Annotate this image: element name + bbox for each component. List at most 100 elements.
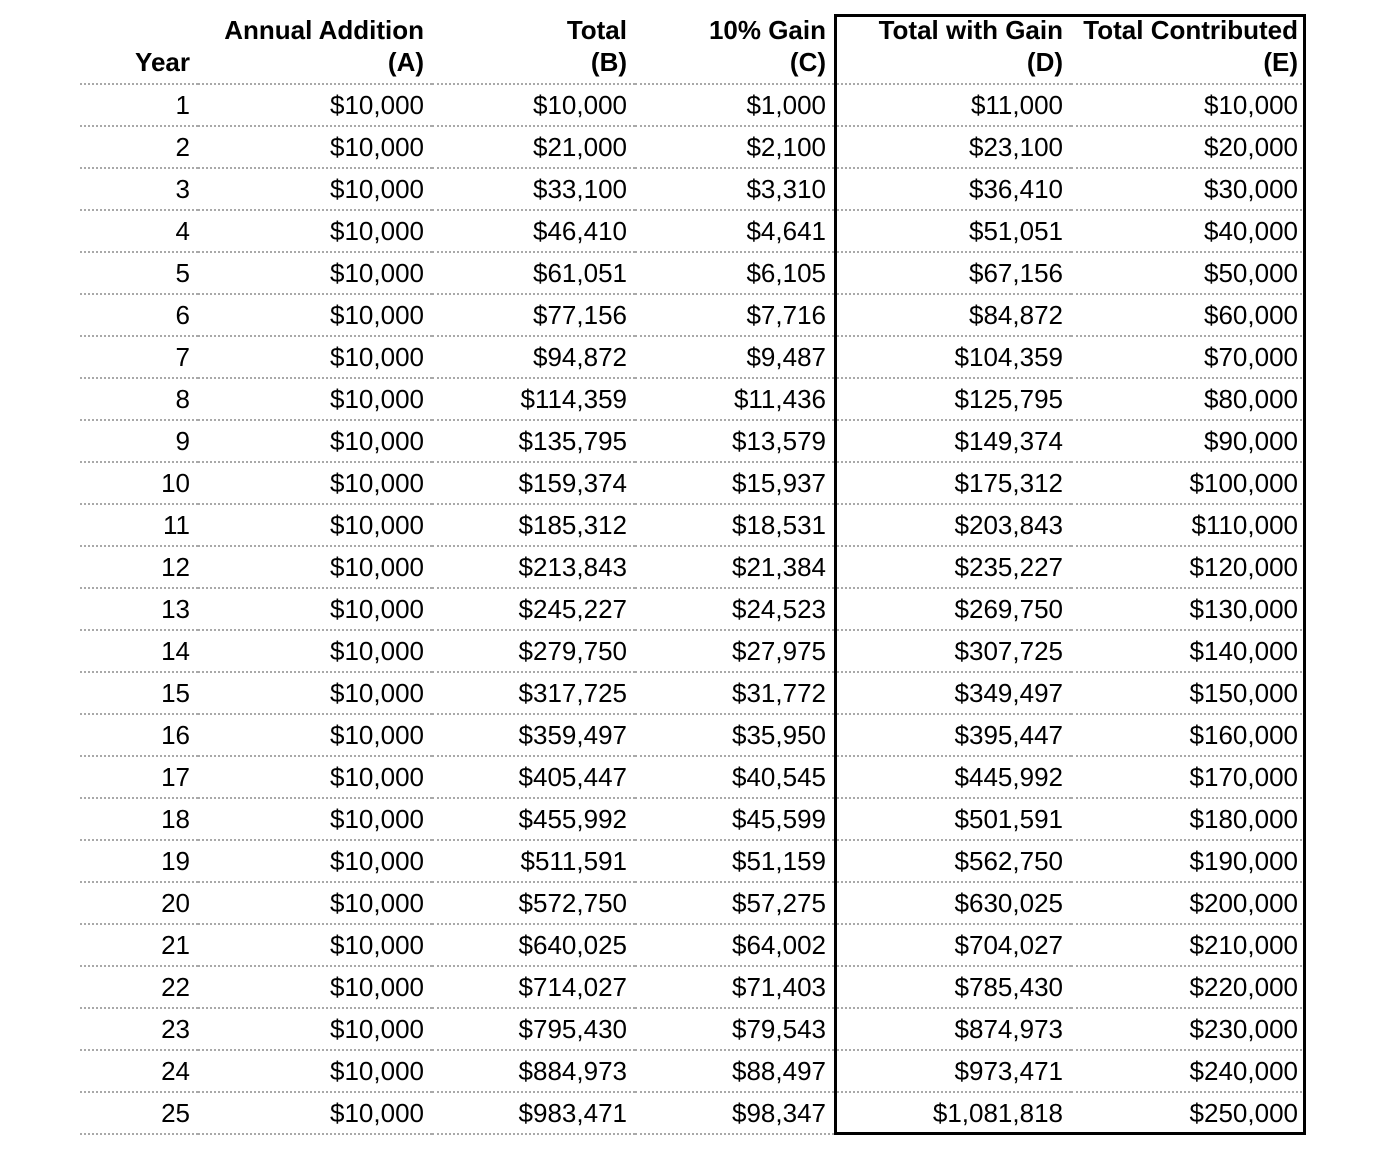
cell-year[interactable]: 21 — [80, 923, 198, 966]
cell-total[interactable]: $159,374 — [432, 461, 635, 504]
cell-ten-percent-gain[interactable]: $7,716 — [635, 293, 834, 336]
cell-total-with-gain[interactable]: $307,725 — [834, 629, 1071, 672]
cell-total-with-gain[interactable]: $149,374 — [834, 419, 1071, 462]
cell-year[interactable]: 13 — [80, 587, 198, 630]
cell-annual-addition[interactable]: $10,000 — [198, 755, 432, 798]
cell-total[interactable]: $572,750 — [432, 881, 635, 924]
cell-ten-percent-gain[interactable]: $21,384 — [635, 545, 834, 588]
cell-total-contributed[interactable]: $220,000 — [1071, 965, 1306, 1008]
cell-total-contributed[interactable]: $160,000 — [1071, 713, 1306, 756]
cell-year[interactable]: 2 — [80, 125, 198, 168]
cell-ten-percent-gain[interactable]: $51,159 — [635, 839, 834, 882]
cell-ten-percent-gain[interactable]: $35,950 — [635, 713, 834, 756]
cell-year[interactable]: 5 — [80, 251, 198, 294]
cell-annual-addition[interactable]: $10,000 — [198, 839, 432, 882]
cell-total-with-gain[interactable]: $125,795 — [834, 377, 1071, 420]
cell-total-contributed[interactable]: $240,000 — [1071, 1049, 1306, 1092]
cell-total[interactable]: $245,227 — [432, 587, 635, 630]
cell-total[interactable]: $279,750 — [432, 629, 635, 672]
cell-annual-addition[interactable]: $10,000 — [198, 167, 432, 210]
cell-total-with-gain[interactable]: $269,750 — [834, 587, 1071, 630]
cell-total-with-gain[interactable]: $445,992 — [834, 755, 1071, 798]
cell-total[interactable]: $10,000 — [432, 83, 635, 126]
column-header-total-contributed[interactable]: Total Contributed (E) — [1071, 14, 1306, 84]
cell-total-with-gain[interactable]: $175,312 — [834, 461, 1071, 504]
column-header-total[interactable]: Total (B) — [432, 14, 635, 84]
cell-total-contributed[interactable]: $10,000 — [1071, 83, 1306, 126]
cell-total-with-gain[interactable]: $1,081,818 — [834, 1091, 1071, 1135]
cell-ten-percent-gain[interactable]: $31,772 — [635, 671, 834, 714]
cell-total[interactable]: $33,100 — [432, 167, 635, 210]
cell-year[interactable]: 18 — [80, 797, 198, 840]
cell-total-contributed[interactable]: $70,000 — [1071, 335, 1306, 378]
cell-year[interactable]: 19 — [80, 839, 198, 882]
cell-annual-addition[interactable]: $10,000 — [198, 83, 432, 126]
cell-total-with-gain[interactable]: $704,027 — [834, 923, 1071, 966]
cell-ten-percent-gain[interactable]: $71,403 — [635, 965, 834, 1008]
cell-total[interactable]: $114,359 — [432, 377, 635, 420]
cell-total-contributed[interactable]: $150,000 — [1071, 671, 1306, 714]
cell-year[interactable]: 17 — [80, 755, 198, 798]
cell-total-with-gain[interactable]: $973,471 — [834, 1049, 1071, 1092]
cell-ten-percent-gain[interactable]: $24,523 — [635, 587, 834, 630]
cell-total-with-gain[interactable]: $23,100 — [834, 125, 1071, 168]
cell-year[interactable]: 6 — [80, 293, 198, 336]
cell-ten-percent-gain[interactable]: $64,002 — [635, 923, 834, 966]
cell-annual-addition[interactable]: $10,000 — [198, 377, 432, 420]
cell-total[interactable]: $455,992 — [432, 797, 635, 840]
cell-year[interactable]: 1 — [80, 83, 198, 126]
column-header-total-with-gain[interactable]: Total with Gain (D) — [834, 14, 1071, 84]
cell-ten-percent-gain[interactable]: $11,436 — [635, 377, 834, 420]
cell-total[interactable]: $640,025 — [432, 923, 635, 966]
cell-ten-percent-gain[interactable]: $18,531 — [635, 503, 834, 546]
cell-total[interactable]: $983,471 — [432, 1091, 635, 1135]
cell-total-with-gain[interactable]: $874,973 — [834, 1007, 1071, 1050]
cell-total[interactable]: $185,312 — [432, 503, 635, 546]
cell-total[interactable]: $795,430 — [432, 1007, 635, 1050]
cell-ten-percent-gain[interactable]: $40,545 — [635, 755, 834, 798]
cell-ten-percent-gain[interactable]: $1,000 — [635, 83, 834, 126]
cell-total-contributed[interactable]: $180,000 — [1071, 797, 1306, 840]
cell-total[interactable]: $77,156 — [432, 293, 635, 336]
cell-total-with-gain[interactable]: $562,750 — [834, 839, 1071, 882]
cell-ten-percent-gain[interactable]: $57,275 — [635, 881, 834, 924]
cell-total-with-gain[interactable]: $395,447 — [834, 713, 1071, 756]
cell-total[interactable]: $46,410 — [432, 209, 635, 252]
cell-year[interactable]: 4 — [80, 209, 198, 252]
cell-annual-addition[interactable]: $10,000 — [198, 1049, 432, 1092]
cell-total-contributed[interactable]: $110,000 — [1071, 503, 1306, 546]
cell-year[interactable]: 25 — [80, 1091, 198, 1135]
cell-annual-addition[interactable]: $10,000 — [198, 545, 432, 588]
cell-year[interactable]: 24 — [80, 1049, 198, 1092]
cell-total-with-gain[interactable]: $36,410 — [834, 167, 1071, 210]
cell-total-with-gain[interactable]: $349,497 — [834, 671, 1071, 714]
cell-total-contributed[interactable]: $200,000 — [1071, 881, 1306, 924]
cell-ten-percent-gain[interactable]: $27,975 — [635, 629, 834, 672]
cell-annual-addition[interactable]: $10,000 — [198, 797, 432, 840]
cell-total-with-gain[interactable]: $11,000 — [834, 83, 1071, 126]
cell-year[interactable]: 7 — [80, 335, 198, 378]
cell-total[interactable]: $405,447 — [432, 755, 635, 798]
cell-annual-addition[interactable]: $10,000 — [198, 209, 432, 252]
cell-total[interactable]: $213,843 — [432, 545, 635, 588]
cell-total-with-gain[interactable]: $501,591 — [834, 797, 1071, 840]
cell-ten-percent-gain[interactable]: $15,937 — [635, 461, 834, 504]
cell-total[interactable]: $135,795 — [432, 419, 635, 462]
cell-year[interactable]: 3 — [80, 167, 198, 210]
cell-total-contributed[interactable]: $100,000 — [1071, 461, 1306, 504]
cell-total[interactable]: $884,973 — [432, 1049, 635, 1092]
cell-total[interactable]: $21,000 — [432, 125, 635, 168]
cell-year[interactable]: 15 — [80, 671, 198, 714]
column-header-year[interactable]: Year — [80, 14, 198, 84]
cell-annual-addition[interactable]: $10,000 — [198, 965, 432, 1008]
cell-total-with-gain[interactable]: $51,051 — [834, 209, 1071, 252]
cell-total-contributed[interactable]: $120,000 — [1071, 545, 1306, 588]
cell-year[interactable]: 9 — [80, 419, 198, 462]
cell-annual-addition[interactable]: $10,000 — [198, 419, 432, 462]
cell-total[interactable]: $317,725 — [432, 671, 635, 714]
cell-year[interactable]: 23 — [80, 1007, 198, 1050]
cell-annual-addition[interactable]: $10,000 — [198, 251, 432, 294]
cell-total-contributed[interactable]: $60,000 — [1071, 293, 1306, 336]
cell-total-contributed[interactable]: $80,000 — [1071, 377, 1306, 420]
cell-ten-percent-gain[interactable]: $88,497 — [635, 1049, 834, 1092]
